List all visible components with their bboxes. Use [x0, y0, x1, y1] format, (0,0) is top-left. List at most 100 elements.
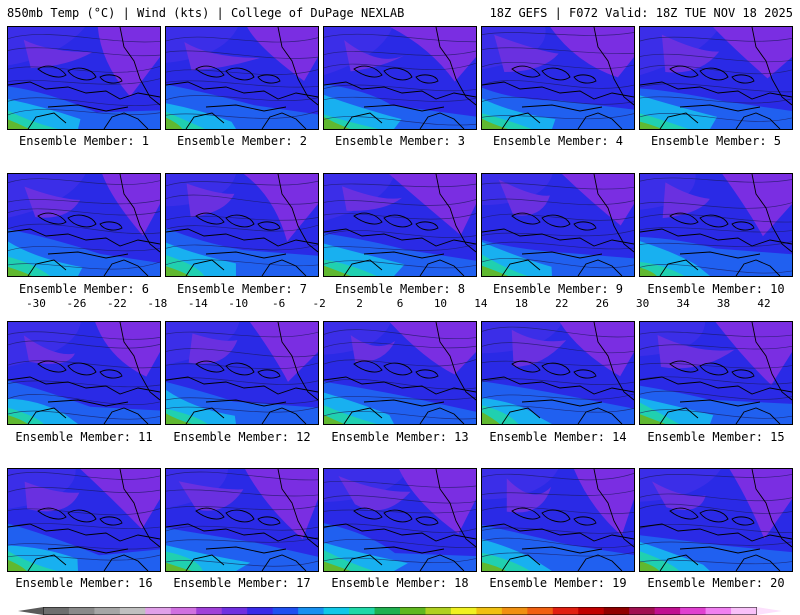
colorbar-segment	[400, 607, 426, 615]
colorbar-segment	[119, 607, 146, 615]
ensemble-member-label: Ensemble Member: 12	[173, 430, 311, 444]
member-map	[482, 469, 634, 571]
colorbar-segment	[629, 607, 656, 615]
ensemble-member-map	[7, 173, 161, 277]
colorbar-segment	[476, 607, 503, 615]
colorbar-segment	[221, 607, 248, 615]
member-map	[482, 27, 634, 129]
ensemble-member-map	[165, 468, 319, 572]
ensemble-member-map	[165, 321, 319, 425]
colorbar-tick-label: 2	[356, 297, 363, 310]
ensemble-member-label: Ensemble Member: 3	[334, 134, 466, 148]
ensemble-member-map	[639, 26, 793, 130]
colorbar-segment	[680, 607, 707, 615]
ensemble-member-map	[639, 468, 793, 572]
ensemble-member-map	[639, 173, 793, 277]
member-map	[166, 27, 318, 129]
colorbar-strip	[18, 607, 782, 615]
colorbar-tick-label: 38	[716, 297, 731, 310]
member-map	[324, 469, 476, 571]
ensemble-member-label: Ensemble Member: 9	[492, 282, 624, 296]
colorbar-tick-label: 6	[396, 297, 404, 310]
ensemble-member-label: Ensemble Member: 13	[331, 430, 469, 444]
colorbar-tick-label: -14	[187, 297, 208, 310]
member-map	[640, 27, 792, 129]
ensemble-member-label: Ensemble Member: 5	[650, 134, 782, 148]
colorbar-tick-label: -2	[312, 297, 326, 310]
ensemble-member-map	[639, 321, 793, 425]
ensemble-member-label: Ensemble Member: 7	[176, 282, 308, 296]
ensemble-member-label: Ensemble Member: 4	[492, 134, 624, 148]
colorbar-segment	[247, 607, 274, 615]
colorbar-segment	[43, 607, 70, 615]
member-map	[324, 174, 476, 276]
ensemble-member-label: Ensemble Member: 14	[489, 430, 627, 444]
member-map	[482, 174, 634, 276]
colorbar-segment	[450, 607, 477, 615]
member-map	[324, 27, 476, 129]
ensemble-member-label: Ensemble Member: 8	[334, 282, 466, 296]
ensemble-member-label: Ensemble Member: 2	[176, 134, 308, 148]
colorbar-segment	[603, 607, 630, 615]
ensemble-member-map	[7, 321, 161, 425]
colorbar-tick-label: -26	[66, 297, 87, 310]
ensemble-member-map	[323, 321, 477, 425]
colorbar-tick-label: 34	[676, 297, 690, 310]
colorbar-segment	[654, 607, 681, 615]
colorbar-tick-label: -18	[147, 297, 168, 310]
ensemble-member-map	[165, 173, 319, 277]
colorbar-tick-label: -22	[106, 297, 127, 310]
colorbar-segment	[272, 607, 299, 615]
member-map	[166, 322, 318, 424]
ensemble-member-label: Ensemble Member: 1	[18, 134, 150, 148]
ensemble-member-label: Ensemble Member: 18	[331, 576, 469, 590]
colorbar-tick-label: -6	[272, 297, 286, 310]
ensemble-member-map	[323, 468, 477, 572]
member-map	[166, 174, 318, 276]
ensemble-member-label: Ensemble Member: 6	[18, 282, 150, 296]
ensemble-member-map	[323, 26, 477, 130]
colorbar-tick-label: -30	[26, 297, 46, 310]
colorbar-segment	[68, 607, 95, 615]
colorbar-tick-label: 42	[757, 297, 771, 310]
ensemble-member-map	[481, 26, 635, 130]
colorbar-segment	[94, 607, 121, 615]
ensemble-member-label: Ensemble Member: 17	[173, 576, 311, 590]
colorbar-segment	[145, 607, 172, 615]
ensemble-member-map	[481, 321, 635, 425]
colorbar-segment	[298, 607, 325, 615]
ensemble-member-map	[323, 173, 477, 277]
header-run-info: 18Z GEFS | F072 Valid: 18Z TUE NOV 18 20…	[489, 6, 793, 20]
colorbar-segment	[705, 607, 732, 615]
ensemble-member-map	[481, 468, 635, 572]
colorbar-right-arrow	[756, 607, 782, 615]
member-map	[324, 322, 476, 424]
colorbar-segment	[578, 607, 605, 615]
member-map	[8, 174, 160, 276]
member-map	[166, 469, 318, 571]
colorbar-segment	[731, 607, 758, 615]
member-map	[8, 322, 160, 424]
member-map	[640, 322, 792, 424]
ensemble-member-label: Ensemble Member: 11	[15, 430, 153, 444]
ensemble-member-label: Ensemble Member: 10	[647, 282, 785, 296]
colorbar-segment	[323, 607, 350, 615]
colorbar-segment	[374, 607, 401, 615]
colorbar-left-arrow	[18, 607, 44, 615]
member-map	[640, 174, 792, 276]
ensemble-member-label: Ensemble Member: 15	[647, 430, 785, 444]
colorbar-segment	[552, 607, 579, 615]
colorbar-segment	[349, 607, 376, 615]
member-map	[640, 469, 792, 571]
ensemble-member-label: Ensemble Member: 16	[15, 576, 153, 590]
ensemble-member-label: Ensemble Member: 20	[647, 576, 785, 590]
member-map	[8, 27, 160, 129]
colorbar-tick-label: 14	[474, 297, 488, 310]
ensemble-member-map	[165, 26, 319, 130]
ensemble-member-map	[7, 26, 161, 130]
colorbar-tick-label: 10	[433, 297, 448, 310]
ensemble-member-map	[7, 468, 161, 572]
colorbar-tick-label: 18	[514, 297, 528, 310]
colorbar-segment	[425, 607, 452, 615]
colorbar-tick-label: -10	[228, 297, 249, 310]
